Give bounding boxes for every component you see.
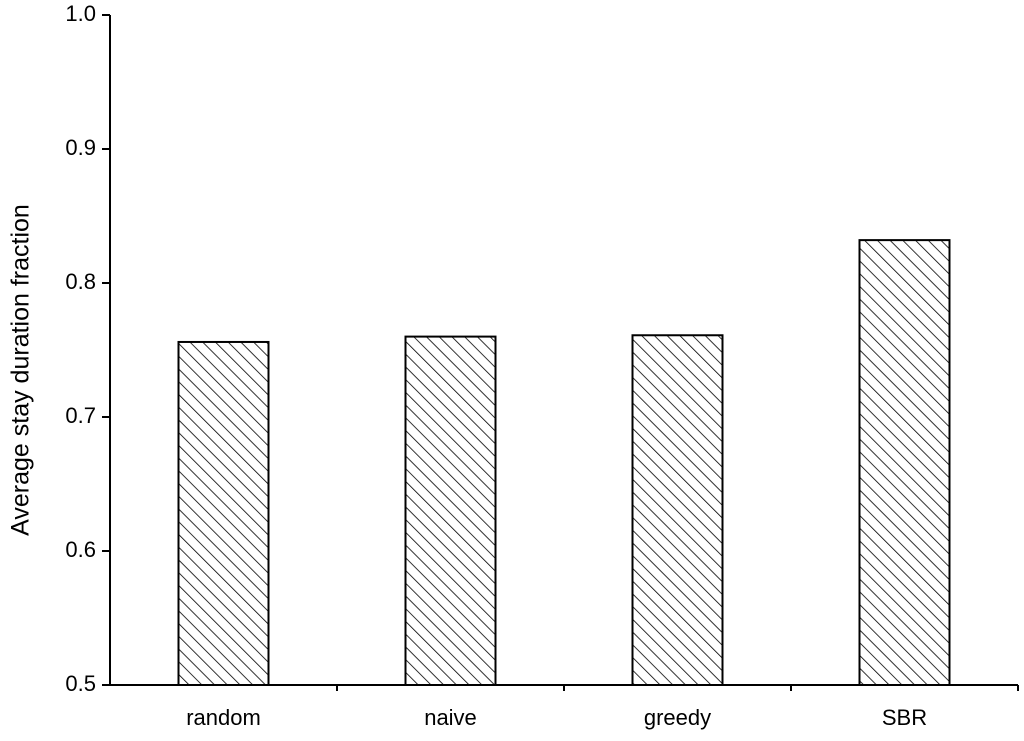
- y-tick-label: 1.0: [65, 1, 96, 26]
- bar: [858, 239, 951, 686]
- y-tick-label: 0.8: [65, 269, 96, 294]
- y-tick-label: 0.6: [65, 537, 96, 562]
- y-tick-label: 0.9: [65, 135, 96, 160]
- bar: [631, 334, 724, 686]
- y-tick-label: 0.7: [65, 403, 96, 428]
- x-tick-label: SBR: [882, 705, 927, 730]
- y-tick-label: 0.5: [65, 671, 96, 696]
- x-tick-label: greedy: [644, 705, 711, 730]
- x-tick-label: naive: [424, 705, 477, 730]
- y-axis-label: Average stay duration fraction: [7, 204, 35, 536]
- bar: [404, 335, 497, 686]
- bar: [177, 340, 270, 686]
- x-tick-label: random: [186, 705, 261, 730]
